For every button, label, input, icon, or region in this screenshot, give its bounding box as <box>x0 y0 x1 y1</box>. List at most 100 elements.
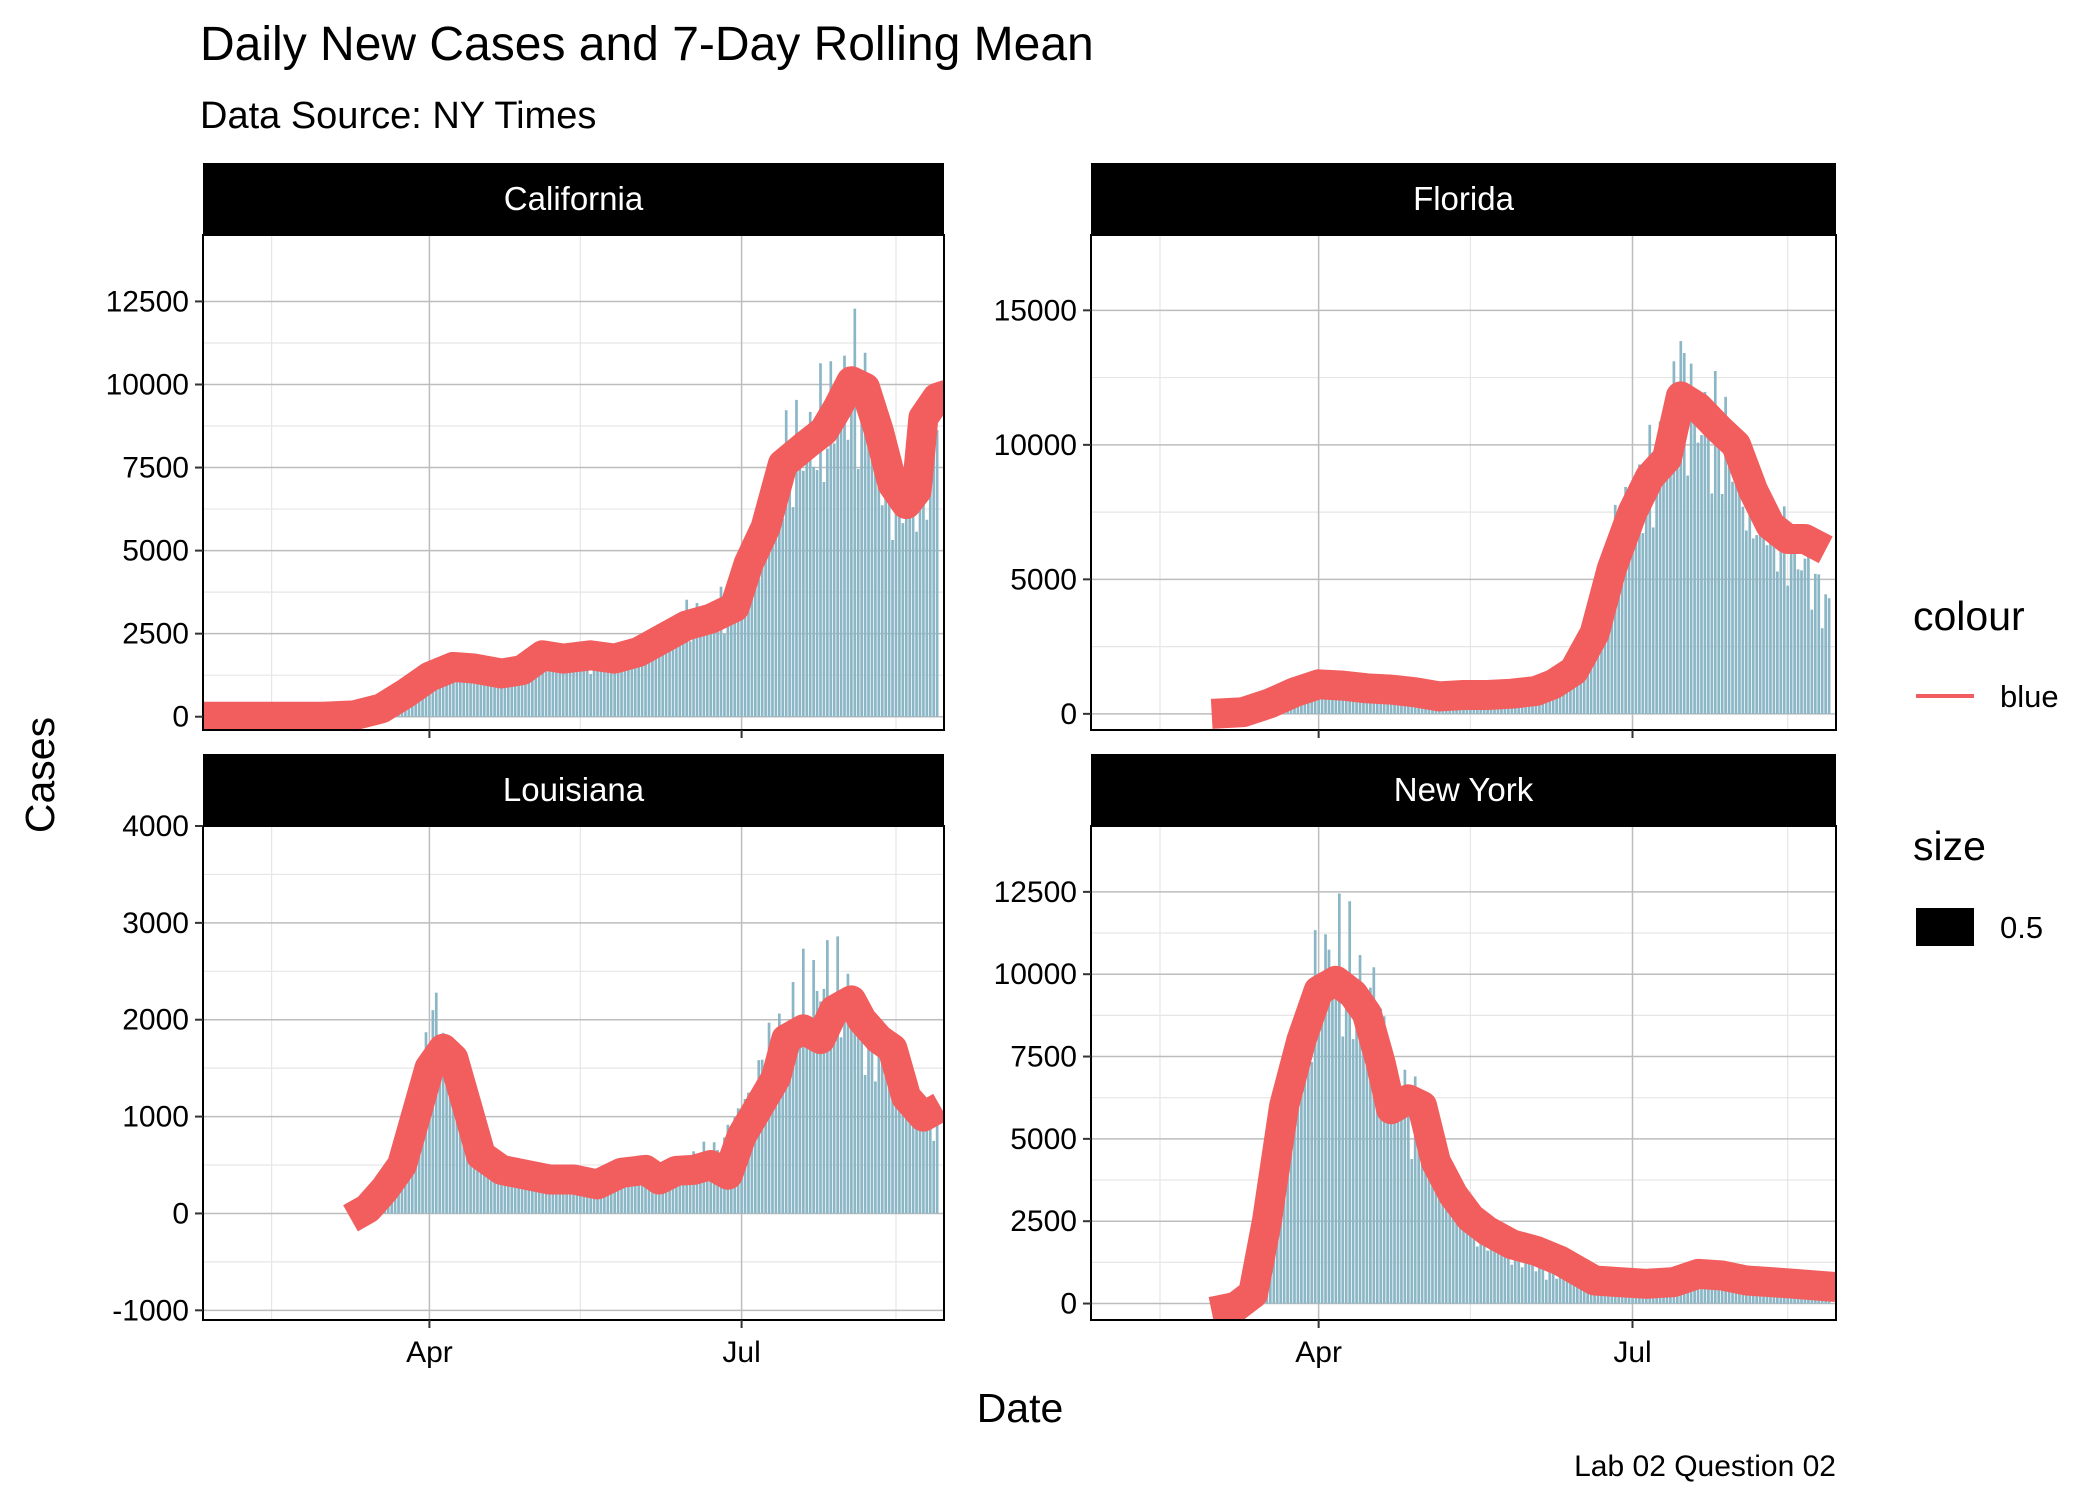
case-bar <box>695 603 699 717</box>
case-bar <box>1489 1242 1493 1304</box>
case-bar <box>870 415 874 717</box>
y-tick-label: 0 <box>1060 698 1077 731</box>
case-bar <box>651 1177 654 1214</box>
case-bar <box>1810 609 1814 714</box>
case-bar <box>544 665 548 717</box>
gridlines <box>203 825 944 1320</box>
case-bar <box>860 377 864 717</box>
case-bar <box>726 593 730 717</box>
case-bar <box>798 462 802 717</box>
case-bar <box>1413 1076 1417 1304</box>
case-bar <box>506 667 510 717</box>
case-bar <box>1751 538 1755 714</box>
case-bar <box>935 430 939 717</box>
case-bar <box>712 632 716 717</box>
case-bar <box>671 1174 675 1214</box>
case-bar <box>1765 545 1769 714</box>
case-bar <box>493 664 496 717</box>
case-bar <box>438 1075 442 1214</box>
case-bar <box>1755 535 1759 714</box>
case-bar <box>767 528 771 717</box>
case-bar <box>932 1140 936 1214</box>
case-bar <box>1596 615 1600 714</box>
case-bar <box>1703 1282 1707 1304</box>
case-bar <box>1303 989 1307 1304</box>
case-bar <box>1686 475 1690 714</box>
case-bar <box>781 1027 785 1214</box>
case-bar <box>1689 1284 1693 1304</box>
case-bar <box>500 677 503 717</box>
case-bar <box>664 642 668 717</box>
case-bar <box>472 1151 476 1214</box>
case-bar <box>1641 533 1645 714</box>
legend-colour-label: blue <box>2000 679 2059 714</box>
case-bar <box>575 654 579 717</box>
case-bar <box>1317 1033 1320 1304</box>
case-bar <box>606 652 610 717</box>
case-bar <box>1503 1246 1507 1304</box>
case-bar <box>699 1158 702 1214</box>
case-bar <box>493 1160 496 1214</box>
case-bar <box>1420 1159 1424 1304</box>
case-bar <box>448 664 452 717</box>
case-bar <box>898 477 901 717</box>
case-bar <box>1544 1279 1548 1304</box>
case-bar <box>671 631 675 717</box>
case-bar <box>719 586 723 717</box>
case-bar <box>1713 371 1717 714</box>
y-tick-label: 0 <box>172 1197 189 1230</box>
case-bar <box>1762 537 1765 714</box>
case-bar <box>1769 538 1772 714</box>
case-bar <box>1672 361 1676 714</box>
case-bar <box>1341 1036 1345 1304</box>
case-bar <box>1458 1202 1462 1304</box>
case-bar <box>555 671 558 717</box>
case-bar <box>620 1178 623 1214</box>
case-bar <box>438 669 442 717</box>
case-bar <box>1362 985 1365 1304</box>
case-bar <box>592 651 596 717</box>
case-bar <box>802 948 805 1214</box>
case-bar <box>1786 585 1790 714</box>
case-bar <box>1375 1098 1379 1304</box>
case-bar <box>445 1036 448 1214</box>
case-bar <box>1617 567 1621 714</box>
y-tick-label: 2500 <box>1010 1205 1077 1238</box>
case-bar <box>462 664 466 717</box>
case-bar <box>898 1102 901 1214</box>
case-bar <box>1279 1155 1283 1304</box>
case-bar <box>1472 1217 1476 1304</box>
y-axis: -1000 0 1000 2000 3000 4000 <box>112 810 203 1327</box>
case-bar <box>1427 1140 1431 1304</box>
case-bar <box>644 650 647 717</box>
case-bar <box>616 1176 620 1214</box>
case-bar <box>417 1107 421 1214</box>
case-bar <box>757 578 761 717</box>
y-tick-label: 12500 <box>994 876 1077 909</box>
case-bar <box>733 611 737 717</box>
case-bar <box>880 505 884 717</box>
case-bar <box>627 1173 630 1214</box>
case-bar <box>884 433 888 717</box>
case-bar <box>517 659 520 717</box>
case-bar <box>524 676 527 717</box>
facet-strip <box>203 754 944 826</box>
case-bar <box>736 596 740 717</box>
case-bar <box>705 1166 709 1214</box>
case-bar <box>764 1099 767 1214</box>
case-bar <box>795 399 798 717</box>
case-bar <box>839 1037 843 1214</box>
case-bar <box>623 1169 627 1214</box>
facet-panel-california: California 0 2500 5000 7500 10000 12500 <box>106 163 945 738</box>
case-bar <box>1410 1159 1414 1304</box>
case-bar <box>740 573 743 717</box>
case-bar <box>932 430 936 717</box>
case-bar <box>496 673 500 717</box>
case-bar <box>462 1130 466 1214</box>
case-bar <box>1575 671 1579 714</box>
case-bar <box>863 1075 867 1214</box>
case-bar <box>541 1179 544 1214</box>
case-bar <box>1703 391 1707 714</box>
facet-strip-label: New York <box>1394 771 1534 808</box>
case-bar <box>1358 955 1362 1304</box>
